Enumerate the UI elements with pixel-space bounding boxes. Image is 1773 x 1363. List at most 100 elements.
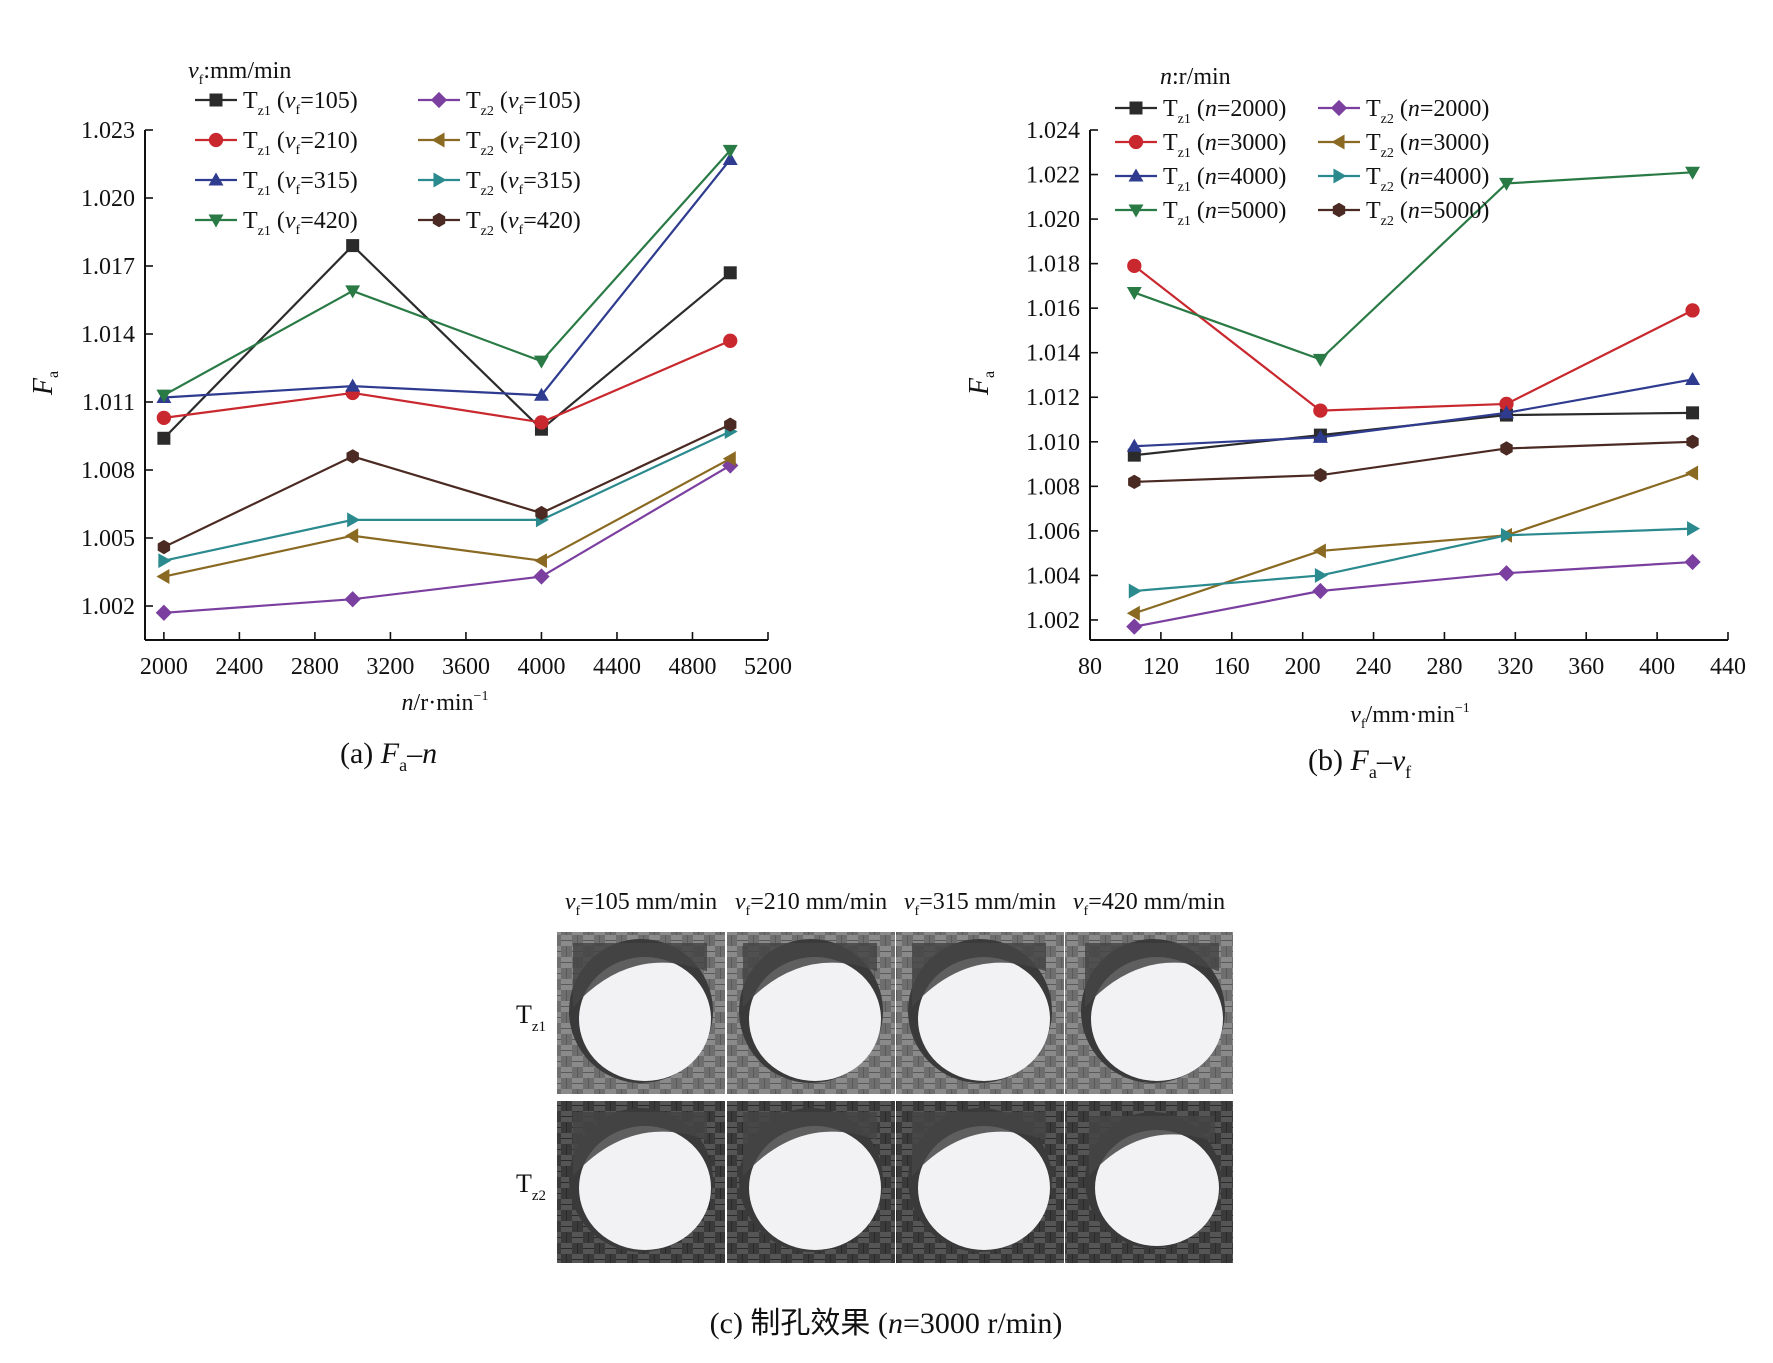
data-point: [1313, 403, 1328, 418]
legend-item: Tz2 (n=2000): [1318, 96, 1489, 127]
x-tick-label: 320: [1497, 654, 1533, 680]
row-header: Tz2: [516, 1169, 546, 1204]
hole-shadow: [573, 1112, 707, 1176]
legend-item: Tz2 (n=5000): [1318, 198, 1489, 229]
legend-label: Tz2 (vf=420): [466, 208, 581, 239]
y-tick-label: 1.023: [81, 118, 135, 144]
series-line: [1133, 171, 1693, 361]
column-header: vf=105 mm/min: [565, 889, 717, 919]
data-point: [156, 410, 172, 426]
data-point: [1314, 567, 1328, 583]
legend-item: Tz2 (vf=420): [418, 208, 581, 239]
data-point: [722, 144, 738, 158]
x-tick-label: 3600: [442, 654, 490, 680]
legend-label: Tz1 (n=4000): [1163, 164, 1286, 195]
x-tick-label: 4800: [668, 654, 716, 680]
data-point: [1499, 396, 1514, 412]
panel-b-axes: 80 120 160 200 240 280 320 360 400 440 1.002 1.004 1…: [1026, 118, 1746, 680]
data-point: [533, 568, 550, 585]
data-point: [1128, 474, 1141, 489]
y-tick-label: 1.010: [1026, 430, 1080, 456]
legend-label: Tz2 (n=5000): [1366, 198, 1489, 229]
panel-a-ylabel: Fa: [28, 371, 62, 396]
x-tick-label: 2800: [291, 654, 339, 680]
y-tick-label: 1.011: [82, 390, 135, 416]
series-tz1-vf-105: [157, 239, 737, 445]
data-point: [533, 387, 549, 401]
panel-c-photos: vf=105 mm/min vf=210 mm/min vf=315 mm/min v…: [516, 889, 1233, 1340]
data-point: [1500, 527, 1514, 543]
data-point: [1126, 618, 1143, 635]
legend-marker: [430, 91, 448, 109]
y-tick-label: 1.017: [81, 254, 135, 280]
hole-photo: [727, 932, 895, 1094]
data-point: [344, 591, 361, 608]
hole-shadow: [573, 943, 707, 1007]
x-tick-label: 4000: [517, 654, 565, 680]
data-point: [1687, 521, 1701, 537]
x-tick-label: 120: [1143, 654, 1179, 680]
y-tick-label: 1.008: [1026, 474, 1080, 500]
series-tz2-n-2000: [1126, 553, 1701, 635]
series-tz2-n-3000: [1126, 465, 1699, 621]
series-tz1-n-5000: [1126, 166, 1701, 367]
legend-marker: [1128, 134, 1144, 150]
series-line: [1134, 527, 1693, 593]
legend-item: Tz2 (n=4000): [1318, 164, 1489, 195]
legend-item: Tz1 (vf=210): [195, 128, 358, 159]
data-point: [534, 415, 549, 430]
x-tick-label: 440: [1710, 654, 1746, 680]
legend-marker: [432, 212, 446, 228]
panel-b-legend: n:r/min Tz1 (n=2000)Tz1 (n=3000)Tz1 (n=4…: [1115, 64, 1489, 229]
hole-opening: [579, 1126, 711, 1250]
series-line: [1134, 440, 1693, 483]
data-point: [1500, 441, 1513, 456]
data-point: [1685, 371, 1701, 385]
panel-b-chart: 80 120 160 200 240 280 320 360 400 440 1.002 1.004 1…: [964, 64, 1746, 782]
legend-marker: [431, 132, 445, 148]
legend-label: Tz1 (vf=315): [243, 168, 358, 199]
y-tick-label: 1.020: [81, 186, 135, 212]
data-point: [723, 333, 738, 348]
y-tick-label: 1.002: [1026, 608, 1080, 634]
data-point: [1498, 177, 1514, 191]
data-point: [156, 569, 170, 585]
data-point: [1498, 565, 1515, 582]
data-point: [1312, 582, 1329, 600]
legend-marker: [1332, 202, 1346, 218]
data-point: [347, 512, 361, 528]
y-tick-label: 1.004: [1026, 563, 1080, 589]
legend-item: Tz1 (n=4000): [1115, 164, 1286, 195]
hole-shadow: [743, 1112, 877, 1176]
legend-item: Tz2 (vf=105): [418, 88, 581, 119]
data-point: [533, 355, 549, 369]
hole-photo: [1065, 1101, 1233, 1263]
legend-item: Tz2 (vf=315): [418, 168, 581, 199]
panel-a-caption: (a) Fa–n: [340, 737, 437, 775]
x-tick-label: 240: [1356, 654, 1392, 680]
legend-item: Tz1 (n=3000): [1115, 130, 1286, 161]
row-header: Tz1: [516, 1000, 546, 1035]
y-tick-label: 1.006: [1026, 519, 1080, 545]
series-tz1-vf-420: [156, 144, 738, 403]
hole-opening: [749, 1126, 881, 1250]
series-line: [163, 464, 731, 614]
legend-item: Tz1 (vf=105): [195, 88, 358, 119]
panel-a-legend-title: vf:mm/min: [188, 58, 291, 88]
y-tick-label: 1.014: [81, 322, 135, 348]
legend-item: Tz2 (n=3000): [1318, 130, 1489, 161]
data-point: [1685, 303, 1700, 318]
legend-label: Tz1 (vf=210): [243, 128, 358, 159]
hole-photo: [896, 1101, 1064, 1263]
legend-label: Tz1 (n=2000): [1163, 96, 1286, 127]
data-point: [1314, 468, 1327, 483]
data-point: [723, 266, 737, 280]
series-tz1-n-3000: [1127, 258, 1700, 418]
y-tick-label: 1.020: [1026, 207, 1080, 233]
y-tick-label: 1.008: [81, 458, 135, 484]
hole-photo: [1065, 932, 1233, 1094]
x-tick-label: 360: [1568, 654, 1604, 680]
series-tz1-vf-315: [156, 151, 738, 403]
panel-c-column-headers: vf=105 mm/min vf=210 mm/min vf=315 mm/min v…: [565, 889, 1225, 919]
hole-opening: [749, 957, 881, 1081]
